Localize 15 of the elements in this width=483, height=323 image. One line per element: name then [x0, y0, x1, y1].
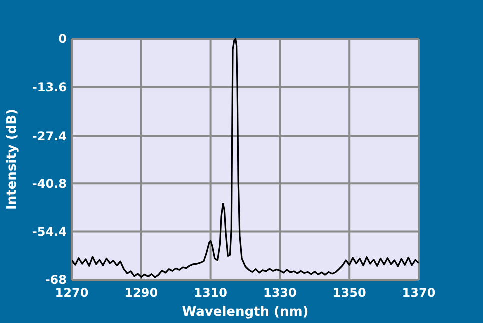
x-tick-label: 1330 — [263, 286, 297, 300]
y-tick-label: 0 — [58, 32, 67, 46]
y-tick-label: -54.4 — [32, 225, 67, 239]
x-tick-label: 1290 — [124, 286, 158, 300]
x-tick-label: 1310 — [194, 286, 228, 300]
x-tick-label: 1270 — [55, 286, 89, 300]
line-series — [72, 38, 419, 278]
y-tick-label: -68 — [45, 273, 67, 288]
x-axis-title: Wavelength (nm) — [182, 305, 309, 320]
x-tick-label: 1350 — [332, 286, 366, 300]
y-axis-title: Intensity (dB) — [5, 109, 20, 210]
x-tick-label: 1370 — [402, 286, 436, 300]
y-tick-label: -13.6 — [32, 80, 67, 94]
y-tick-label: -27.4 — [32, 129, 67, 144]
y-tick-label: -40.8 — [32, 176, 67, 191]
